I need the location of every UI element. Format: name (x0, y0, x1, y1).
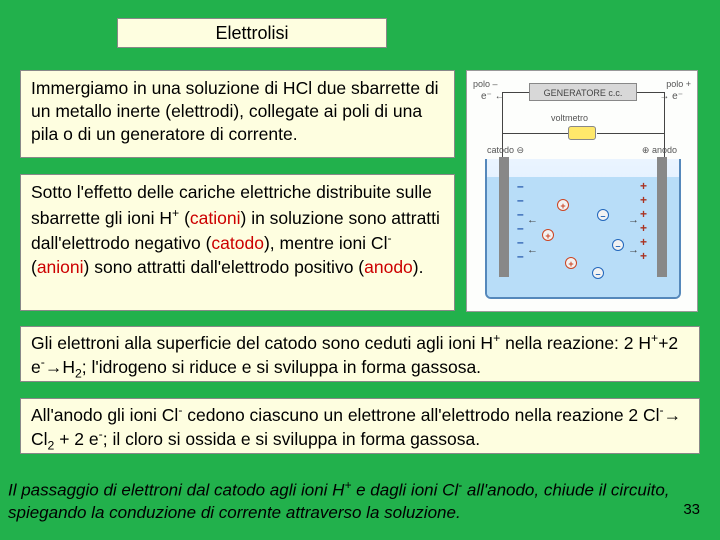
cationi: cationi (190, 207, 241, 227)
cation-icon: + (557, 199, 569, 211)
sub-2: 2 (75, 366, 82, 380)
wire (502, 92, 529, 93)
wire (502, 133, 568, 134)
p2-b: ( (179, 207, 190, 227)
p1-text: Immergiamo in una soluzione di HCl due s… (31, 78, 439, 144)
page-number: 33 (683, 501, 700, 518)
wire (637, 92, 664, 93)
paragraph-4: All'anodo gli ioni Cl- cedono ciascuno u… (20, 398, 700, 454)
p3-b: nella reazione: 2 H (500, 333, 651, 353)
anode-electrode (657, 157, 667, 277)
plus-column: + + + + + + (640, 179, 647, 263)
anioni: anioni (37, 257, 84, 277)
title-heading: Elettrolisi (117, 18, 387, 48)
paragraph-1: Immergiamo in una soluzione di HCl due s… (20, 70, 455, 158)
anion-icon: – (612, 239, 624, 251)
polo-plus-label: polo + (666, 79, 691, 89)
anion-icon: – (597, 209, 609, 221)
cation-icon: + (565, 257, 577, 269)
sup-minus: - (387, 231, 391, 245)
cation-icon: + (542, 229, 554, 241)
polo-minus-label: polo – (473, 79, 498, 89)
paragraph-2: Sotto l'effetto delle cariche elettriche… (20, 174, 455, 311)
catodo-label: catodo ⊖ (487, 145, 524, 156)
voltmeter-label: voltmetro (551, 113, 588, 123)
solution (487, 177, 679, 297)
anodo: anodo (364, 257, 413, 277)
p4-e: ; il cloro si ossida e si sviluppa in fo… (103, 428, 480, 448)
arrow-icon: → (628, 214, 639, 226)
p4-b: cedono ciascuno un elettrone all'elettro… (182, 405, 659, 425)
voltmeter-icon (568, 126, 596, 140)
title-text: Elettrolisi (215, 23, 288, 44)
p2-g: ). (413, 257, 424, 277)
paragraph-3: Gli elettroni alla superficie del catodo… (20, 326, 700, 382)
p2-d: ), mentre ioni Cl (264, 233, 388, 253)
arrow-icon: → (628, 244, 639, 256)
f-b: e dagli ioni Cl (351, 481, 458, 500)
generator-box: GENERATORE c.c. (529, 83, 637, 101)
p3-e: ; l'idrogeno si riduce e si sviluppa in … (82, 356, 481, 376)
beaker: + + + – – – ← ← → → (485, 159, 681, 299)
catodo: catodo (211, 233, 264, 253)
p3-a: Gli elettroni alla superficie del catodo… (31, 333, 493, 353)
p3-d: →H (45, 356, 75, 376)
arrow-icon: ← (527, 214, 538, 226)
electrolysis-diagram: polo – polo + e⁻ ← → e⁻ GENERATORE c.c. … (466, 70, 698, 312)
footer-text: Il passaggio di elettroni dal catodo agl… (8, 478, 708, 524)
anion-icon: – (592, 267, 604, 279)
p2-f: ) sono attratti dall'elettrodo positivo … (84, 257, 365, 277)
wire (597, 133, 664, 134)
anodo-label: ⊕ anodo (642, 145, 677, 156)
minus-column: – – – – – – (517, 179, 524, 263)
cathode-electrode (499, 157, 509, 277)
p4-a: All'anodo gli ioni Cl (31, 405, 178, 425)
f-a: Il passaggio di elettroni dal catodo agl… (8, 481, 344, 500)
p4-d: + 2 e (54, 428, 98, 448)
arrow-icon: ← (527, 244, 538, 256)
